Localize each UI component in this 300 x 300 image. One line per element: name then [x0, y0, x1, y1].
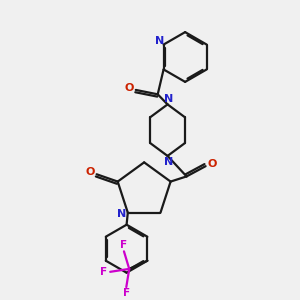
Text: F: F	[123, 289, 130, 298]
Text: N: N	[164, 157, 174, 167]
Text: N: N	[164, 94, 174, 104]
Text: F: F	[100, 267, 107, 277]
Text: F: F	[120, 240, 128, 250]
Text: O: O	[124, 83, 134, 94]
Text: N: N	[117, 209, 126, 219]
Text: N: N	[154, 36, 164, 46]
Text: O: O	[207, 159, 217, 169]
Text: O: O	[85, 167, 95, 177]
